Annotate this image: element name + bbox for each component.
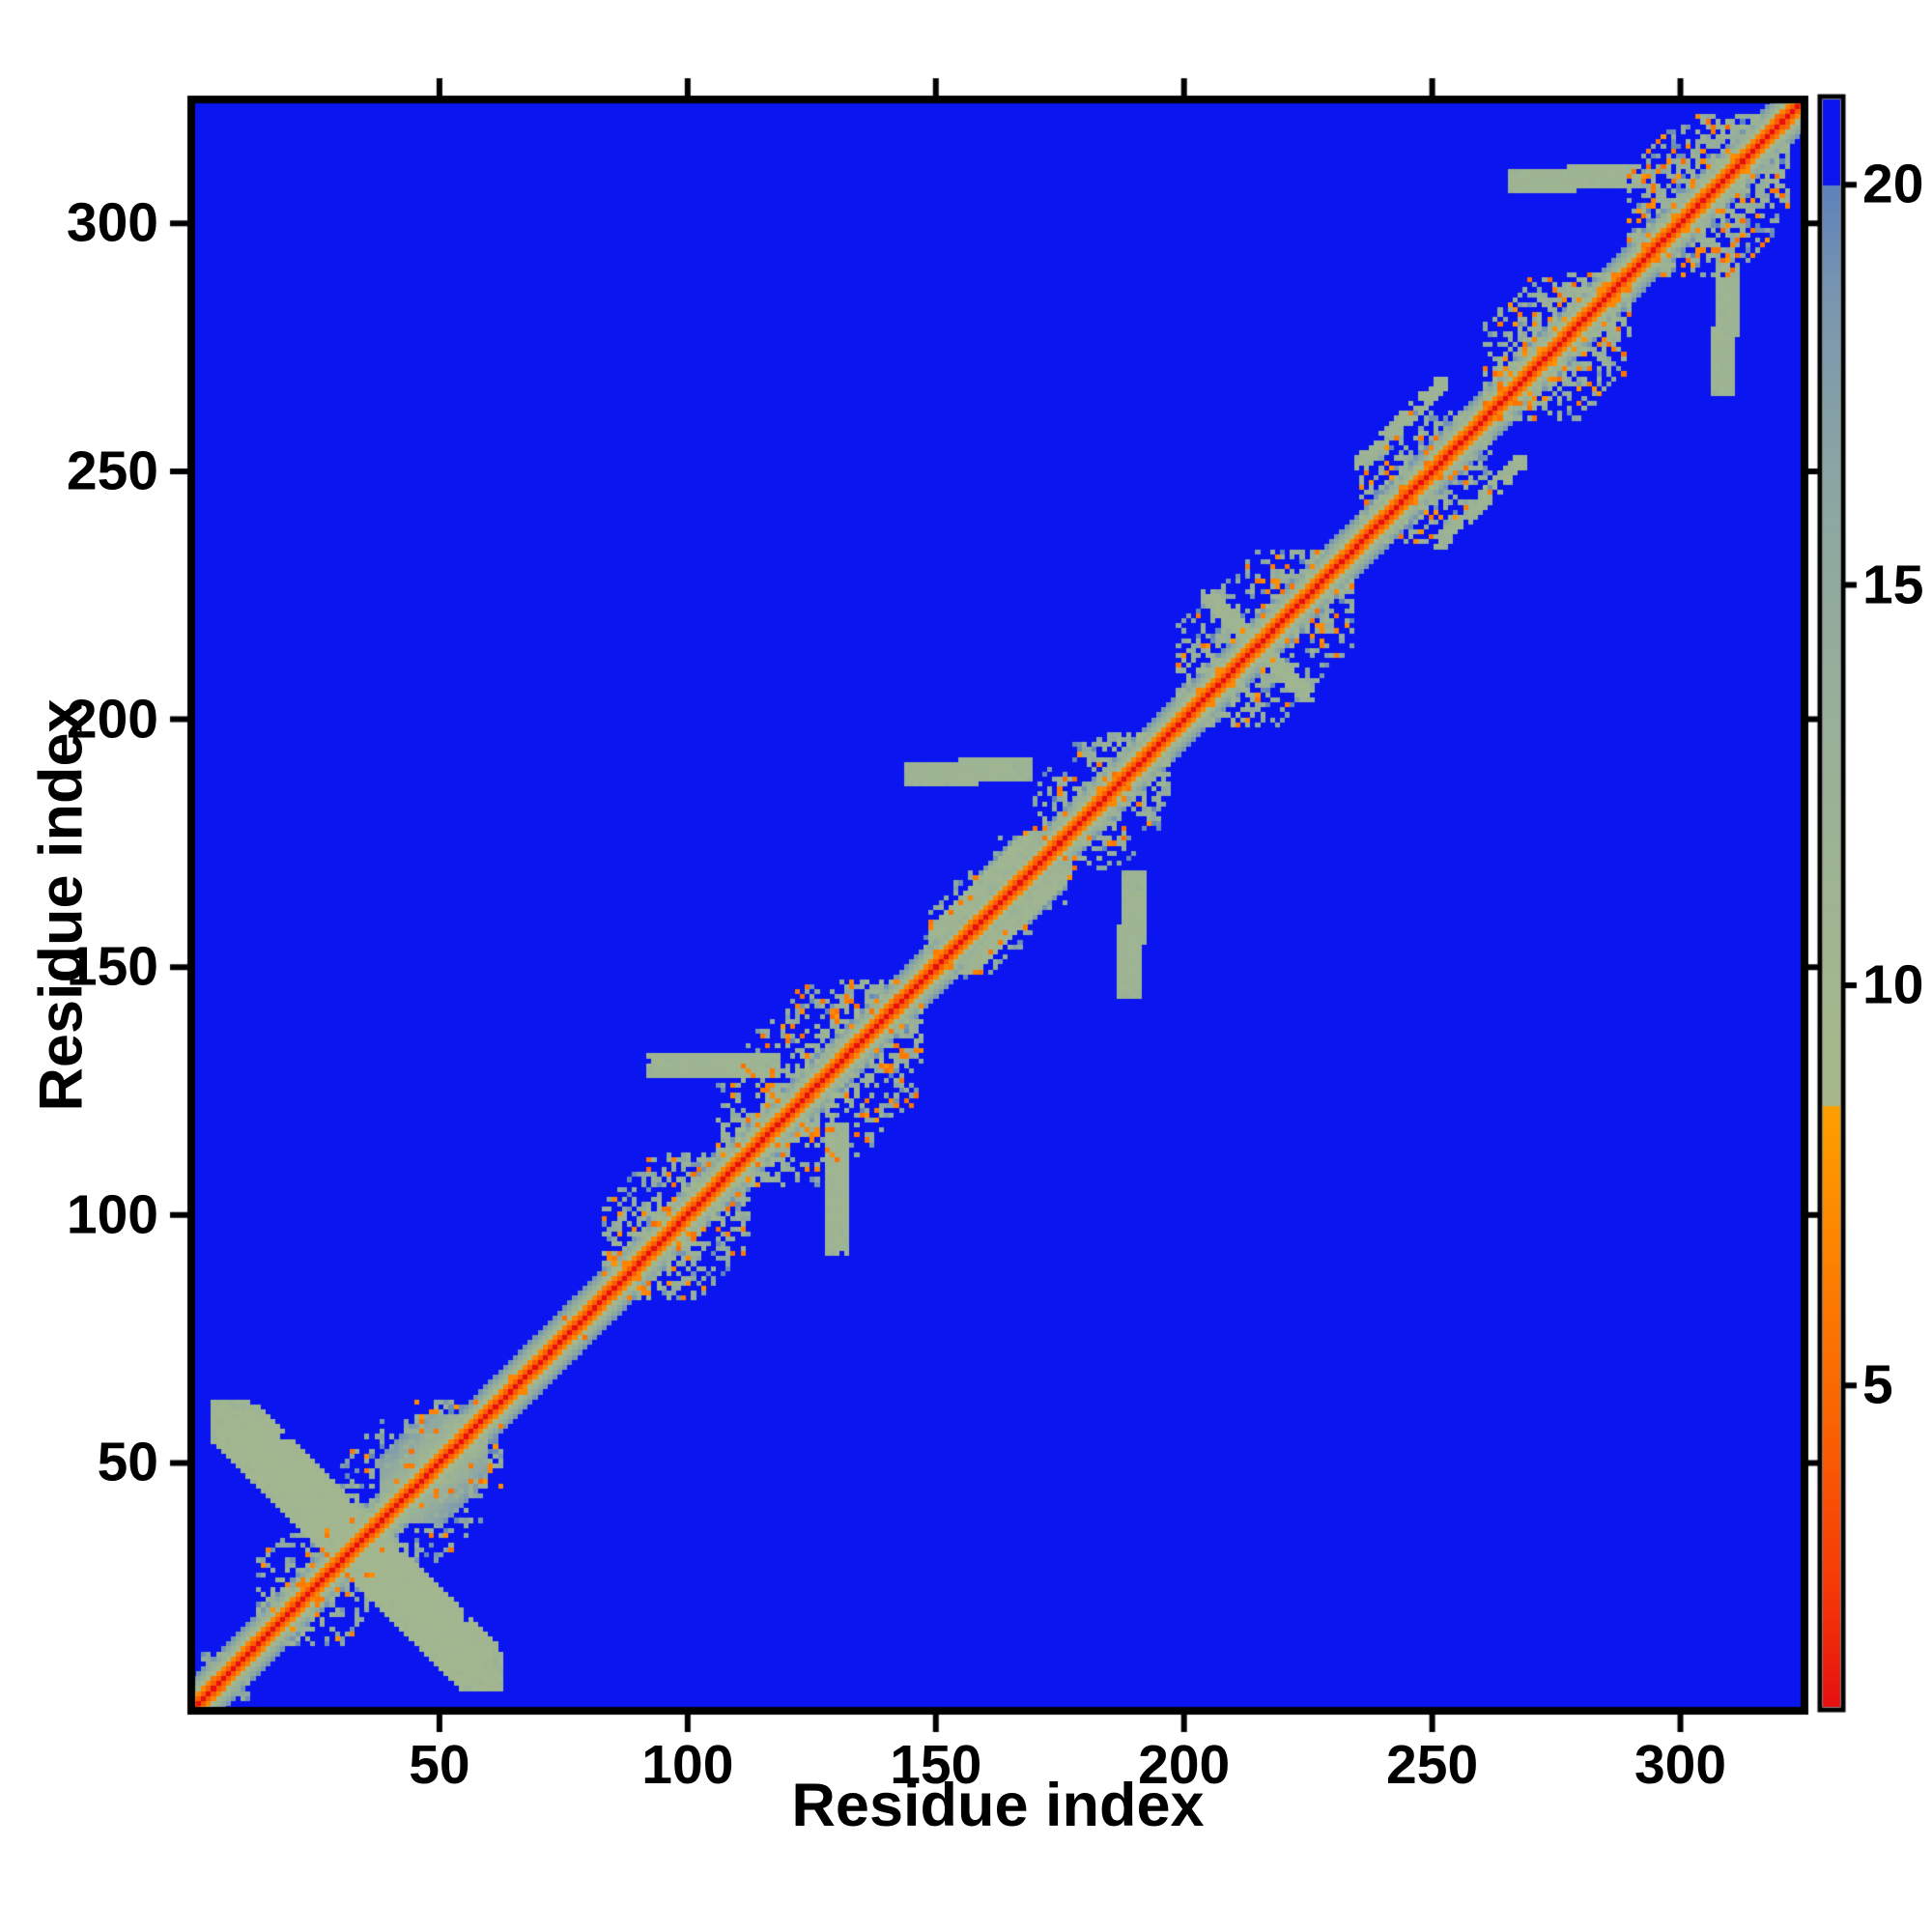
x-tick-label: 150 [890,1734,982,1796]
colorbar-tick-label: 10 [1862,953,1924,1016]
colorbar-tick-label: 5 [1862,1353,1893,1416]
x-axis-label: Residue index [791,1772,1205,1839]
colorbar-tick-label: 20 [1862,153,1924,215]
y-axis-label: Residue index [27,698,96,1112]
x-tick-label: 250 [1386,1734,1479,1796]
x-tick-label: 200 [1138,1734,1231,1796]
y-tick-label: 300 [66,191,158,254]
colorbar-tick-label: 15 [1862,554,1924,616]
y-tick-label: 150 [66,935,158,998]
y-tick-label: 100 [66,1183,158,1246]
y-tick-label: 50 [97,1431,158,1493]
x-tick-label: 100 [641,1734,734,1796]
y-tick-label: 200 [66,688,158,751]
x-tick-label: 300 [1634,1734,1727,1796]
y-tick-label: 250 [66,440,158,502]
x-tick-label: 50 [409,1734,470,1796]
